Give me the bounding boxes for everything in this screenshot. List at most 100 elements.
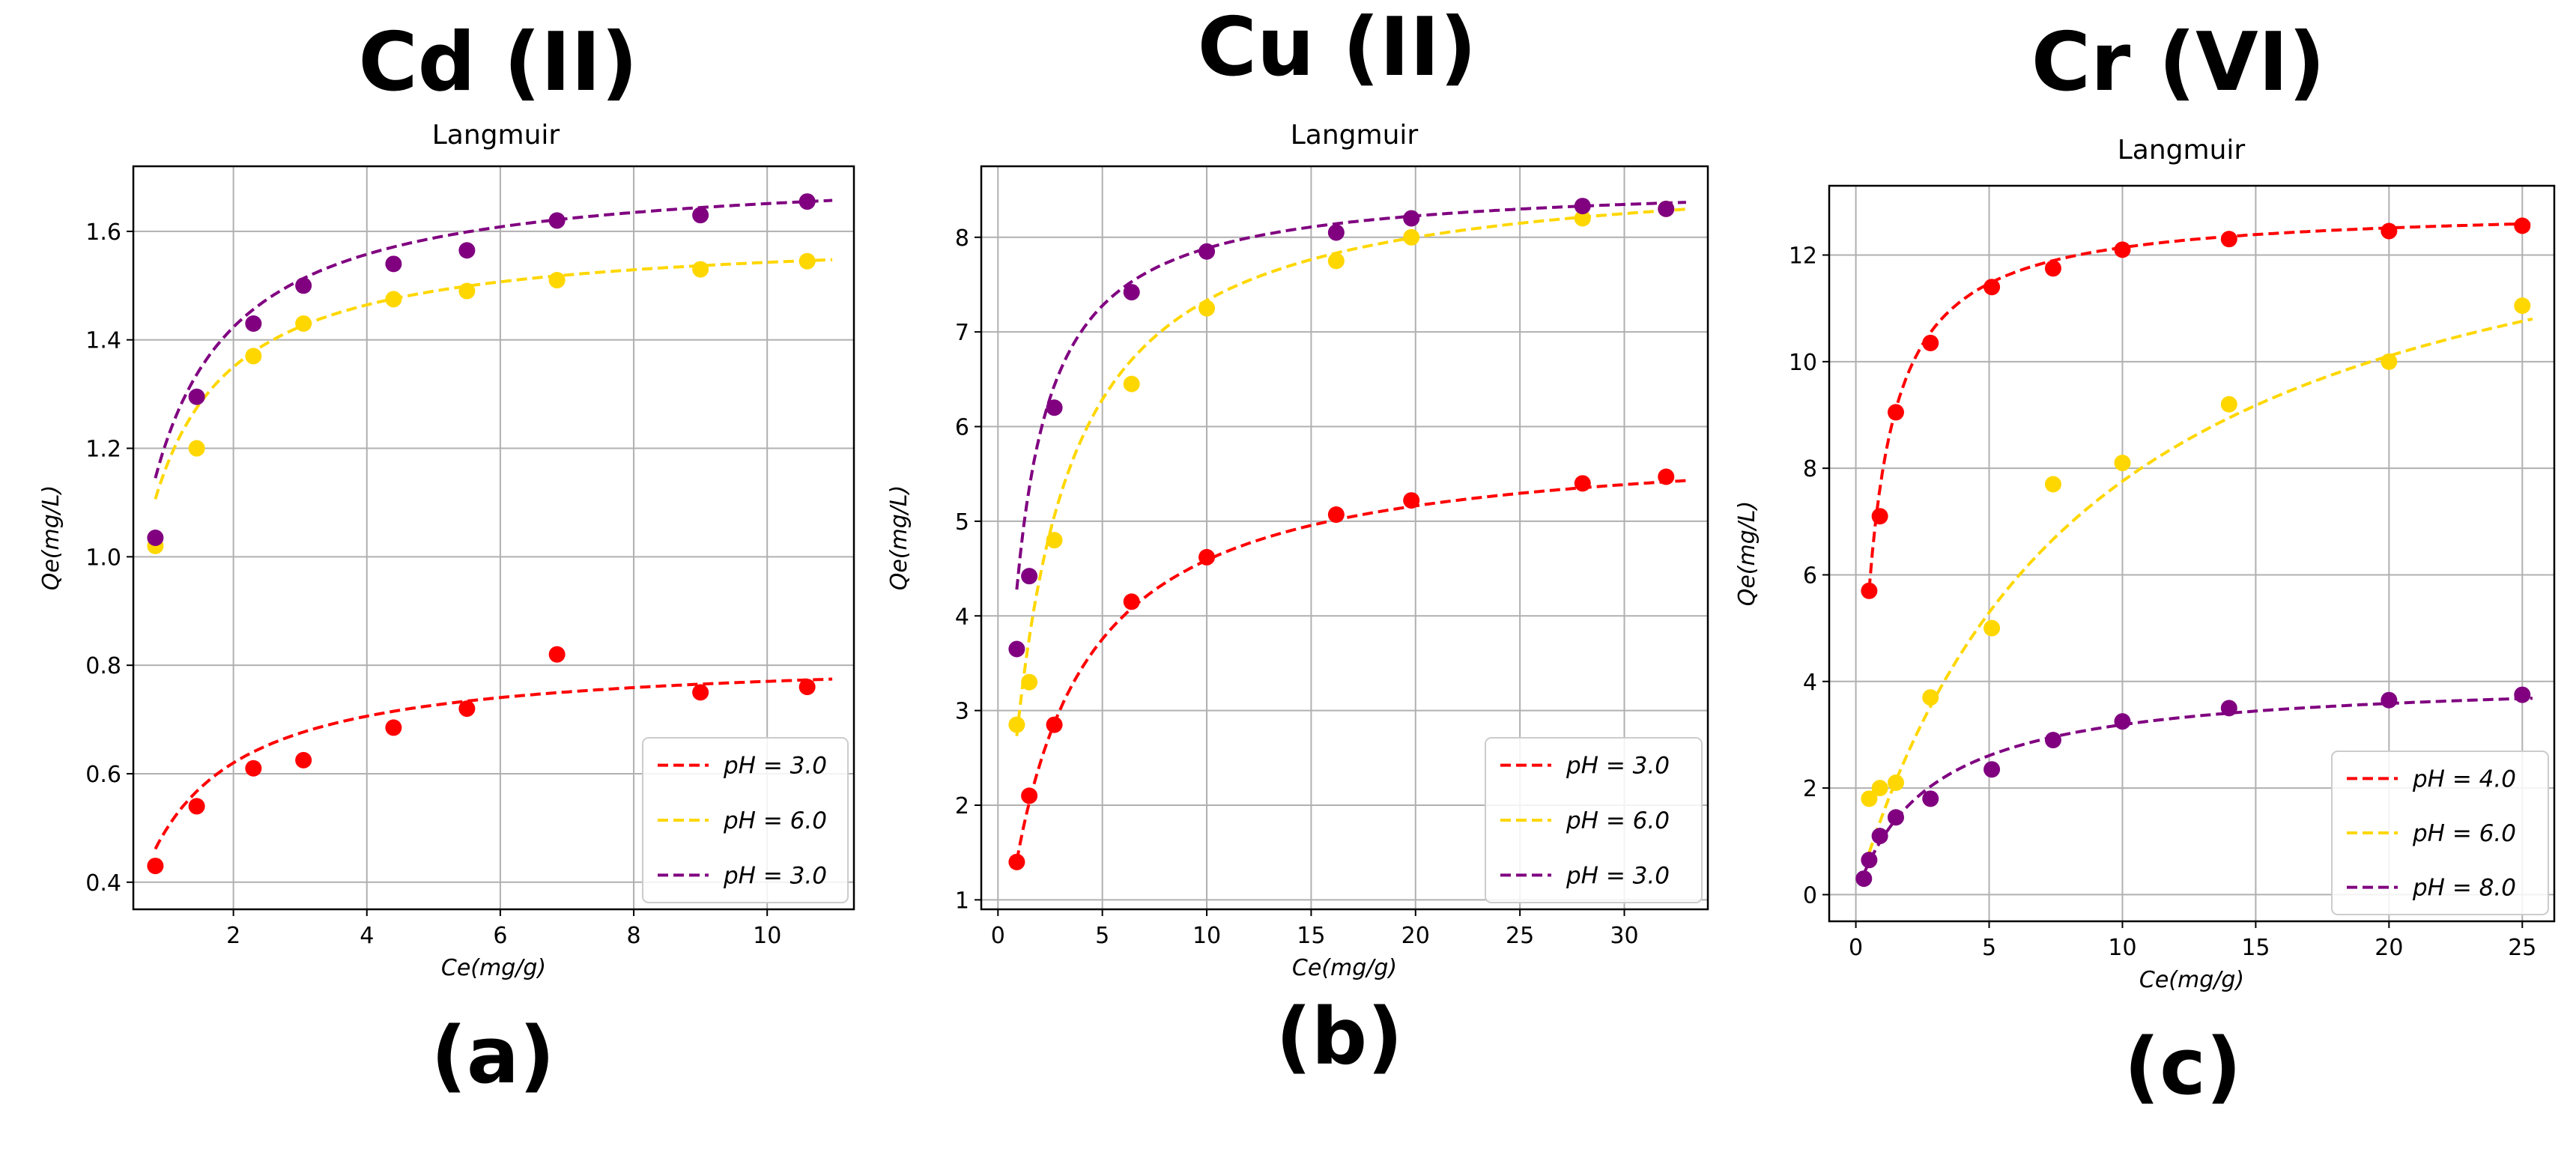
data-point-series-3 — [692, 207, 709, 224]
data-point-series-2 — [798, 252, 816, 270]
fit-curve-3 — [1015, 201, 1686, 590]
data-point-series-2 — [2114, 455, 2131, 472]
data-point-series-3 — [2380, 691, 2398, 709]
data-point-series-2 — [1327, 252, 1345, 270]
plot-frame — [132, 165, 855, 911]
legend-label: pH = 3.0 — [1566, 753, 1670, 780]
x-axis-label: Ce(mg/g) — [1292, 955, 1397, 981]
data-point-series-1 — [2114, 241, 2131, 258]
data-point-series-3 — [2514, 686, 2531, 703]
legend — [642, 737, 849, 903]
y-tick-label: 1.6 — [85, 219, 121, 246]
data-point-series-2 — [1008, 716, 1025, 733]
data-point-series-2 — [295, 315, 312, 332]
data-point-series-1 — [245, 760, 262, 777]
x-tick-label: 25 — [2508, 935, 2536, 961]
data-point-series-1 — [1046, 716, 1063, 733]
data-point-series-2 — [1046, 532, 1063, 549]
data-point-series-3 — [1021, 568, 1038, 585]
data-point-series-3 — [1403, 210, 1420, 227]
y-tick-label: 6 — [955, 415, 969, 441]
data-point-series-2 — [2514, 297, 2531, 315]
data-point-series-2 — [458, 282, 476, 300]
y-axis-label: Qe(mg/L) — [1734, 501, 1760, 607]
data-point-series-1 — [548, 646, 566, 663]
data-point-series-1 — [385, 719, 402, 736]
data-point-series-2 — [2380, 353, 2398, 370]
data-point-series-1 — [2044, 260, 2061, 277]
data-point-series-1 — [147, 858, 164, 875]
legend-label: pH = 3.0 — [1566, 862, 1670, 889]
data-point-series-3 — [1922, 790, 1939, 807]
x-tick-label: 0 — [991, 923, 1005, 949]
data-point-series-3 — [188, 388, 205, 405]
y-tick-label: 2 — [955, 793, 969, 819]
data-point-series-1 — [1403, 492, 1420, 509]
y-axis-label: Qe(mg/L) — [38, 485, 64, 591]
y-tick-label: 0.6 — [85, 762, 121, 788]
data-point-series-2 — [385, 291, 402, 308]
y-axis-label: Qe(mg/L) — [886, 485, 912, 591]
data-point-series-2 — [1123, 375, 1140, 392]
chart-title: Langmuir — [432, 120, 560, 151]
data-point-series-3 — [385, 255, 402, 273]
x-tick-label: 5 — [1982, 935, 1996, 961]
metal-heading: Cd (II) — [358, 16, 637, 109]
x-tick-label: 10 — [753, 923, 781, 949]
data-point-series-3 — [2044, 732, 2061, 749]
data-point-series-2 — [1574, 210, 1591, 227]
y-tick-label: 7 — [955, 320, 969, 346]
data-point-series-3 — [1327, 224, 1345, 241]
data-point-series-2 — [188, 440, 205, 457]
data-point-series-3 — [1887, 809, 1904, 826]
y-tick-label: 4 — [1803, 670, 1817, 696]
data-point-series-1 — [1327, 506, 1345, 524]
y-tick-label: 4 — [955, 604, 969, 630]
legend-label: pH = 3.0 — [723, 862, 827, 889]
y-tick-label: 0 — [1803, 882, 1817, 909]
data-point-series-2 — [1403, 228, 1420, 246]
data-point-series-1 — [1574, 475, 1591, 492]
data-point-series-1 — [188, 798, 205, 815]
x-tick-label: 25 — [1506, 923, 1534, 949]
data-point-series-2 — [1021, 673, 1038, 691]
data-point-series-2 — [1198, 300, 1216, 317]
y-tick-label: 12 — [1789, 243, 1817, 270]
legend-label: pH = 4.0 — [2412, 766, 2516, 792]
data-point-series-3 — [1855, 870, 1873, 888]
data-point-series-2 — [692, 261, 709, 278]
data-point-series-3 — [1871, 828, 1888, 845]
fit-curve-2 — [1867, 317, 2533, 853]
data-point-series-1 — [1861, 582, 1878, 599]
data-point-series-1 — [1887, 404, 1904, 421]
data-point-series-1 — [1658, 468, 1675, 485]
data-point-series-2 — [1871, 780, 1888, 797]
data-point-series-2 — [1922, 689, 1939, 706]
chart-title: Langmuir — [2118, 135, 2246, 166]
x-tick-label: 30 — [1610, 923, 1638, 949]
chart-panel-2: Cu (II) Langmuir (b) 0 5 10 15 20 25 30 1 2 3 4 5 6 7 8 Ce… — [886, 1, 1709, 1082]
y-tick-label: 1 — [955, 888, 969, 914]
plot-frame — [980, 165, 1709, 911]
data-point-series-3 — [1198, 243, 1216, 260]
y-tick-label: 1.4 — [85, 328, 121, 354]
data-point-series-1 — [692, 684, 709, 701]
legend-label: pH = 3.0 — [723, 753, 827, 780]
plot-frame — [1828, 184, 2556, 923]
data-point-series-3 — [1574, 198, 1591, 215]
data-point-series-1 — [1871, 508, 1888, 525]
data-point-series-3 — [2114, 713, 2131, 730]
data-point-series-1 — [1021, 787, 1038, 804]
data-point-series-2 — [245, 348, 262, 365]
fit-curve-3 — [1862, 697, 2533, 875]
data-point-series-1 — [2380, 222, 2398, 240]
chart-title: Langmuir — [1291, 120, 1419, 151]
data-point-series-1 — [295, 751, 312, 768]
chart-panel-3: Cr (VI) Langmuir (c) 0 5 10 15 20 25 0 2 4 6 8 10 12 Ce(… — [1734, 16, 2556, 1112]
y-tick-label: 3 — [955, 699, 969, 725]
data-point-series-1 — [1123, 593, 1140, 610]
data-point-series-1 — [798, 679, 816, 696]
fit-curve-3 — [154, 198, 833, 479]
data-point-series-3 — [1983, 761, 2001, 778]
panel-label: (a) — [431, 1010, 554, 1101]
